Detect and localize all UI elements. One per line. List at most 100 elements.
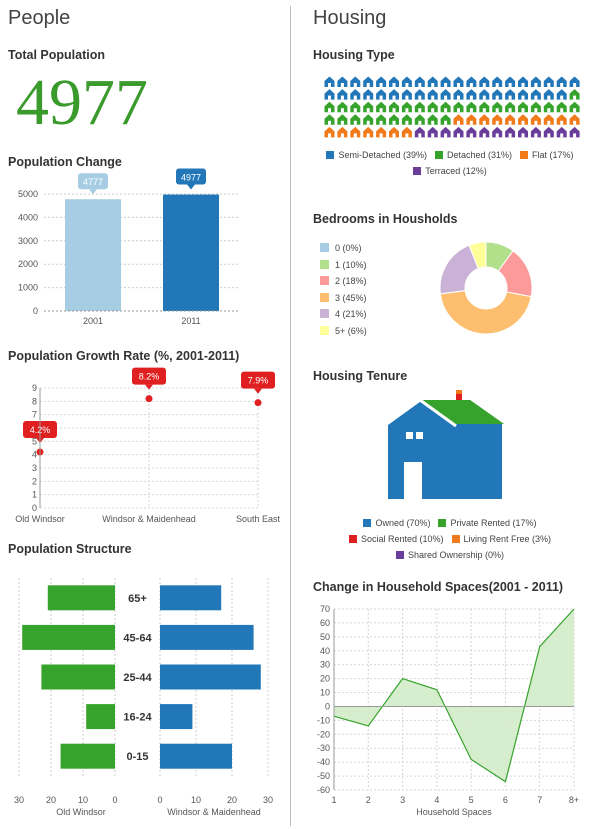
house-icon — [466, 114, 477, 125]
house-icon-door — [353, 108, 357, 113]
house-icon-shape — [401, 76, 412, 87]
house-icon — [324, 89, 335, 100]
house-icon — [427, 76, 438, 87]
house-icon-door — [508, 108, 512, 113]
house-icon — [453, 89, 464, 100]
house-icon — [479, 89, 490, 100]
house-icon — [363, 89, 374, 100]
house-icon — [414, 101, 425, 113]
house-icon-shape — [492, 101, 503, 113]
legend-label: 1 (10%) — [335, 259, 367, 270]
left-tick-label: 20 — [46, 795, 56, 805]
house-icon-door — [534, 133, 538, 138]
house-icon-door — [418, 133, 422, 138]
house-icon — [376, 101, 387, 113]
legend-item: 0 (0%) — [320, 240, 367, 257]
y-tick-label: 40 — [320, 646, 330, 656]
house-icon — [530, 114, 541, 125]
y-tick-label: 7 — [32, 410, 37, 420]
house-icon-shape — [492, 126, 503, 138]
y-tick-label: -40 — [317, 757, 330, 767]
house-icon-shape — [376, 76, 387, 87]
housing-type-legend: Semi-Detached (39%) Detached (31%) Flat (1… — [300, 147, 600, 179]
house-icon-shape — [376, 114, 387, 125]
population-structure-title: Population Structure — [8, 542, 132, 556]
right-bar — [160, 704, 193, 730]
house-icon-door — [366, 95, 370, 100]
left-bar — [86, 704, 115, 730]
house-icon-door — [482, 83, 486, 87]
house-icon — [530, 76, 541, 87]
y-tick-label: 2000 — [18, 259, 38, 269]
value-label: 8.2% — [139, 372, 160, 382]
legend-label: Owned (70%) — [375, 518, 431, 528]
house-icon — [453, 126, 464, 138]
house-icon — [363, 126, 374, 138]
x-tick-label: 2 — [366, 795, 371, 805]
house-icon — [543, 76, 554, 87]
legend-label: Terraced (12%) — [425, 166, 487, 176]
house-icon-shape — [440, 76, 451, 87]
house-icon-shape — [389, 114, 399, 125]
legend-label: 5+ (6%) — [335, 325, 367, 336]
house-icon-shape — [556, 76, 567, 87]
house-icon — [363, 114, 374, 125]
house-icon — [492, 114, 503, 125]
house-icon-door — [469, 83, 473, 87]
house-icon-shape — [337, 101, 348, 113]
house-icon-shape — [505, 126, 516, 138]
chimney-top — [456, 390, 462, 394]
house-icon-door — [340, 120, 344, 125]
house-icon-shape — [453, 126, 464, 138]
house-icon-door — [547, 83, 551, 87]
y-tick-label: -60 — [317, 785, 330, 795]
house-icon — [414, 89, 425, 100]
house-icon-shape — [376, 101, 387, 113]
value-label: 4977 — [181, 173, 201, 183]
house-icon-door — [405, 95, 409, 100]
left-bar — [41, 664, 115, 690]
house-icon — [569, 126, 580, 138]
housing-type-title: Housing Type — [313, 48, 395, 62]
house-icon-shape — [569, 114, 580, 125]
house-icon — [350, 114, 361, 125]
house-icon-door — [340, 83, 344, 87]
tenure-legend: Owned (70%) Private Rented (17%) Social Re… — [300, 515, 600, 563]
population-change-chart: 0 1000 2000 3000 4000 5000 4777 2001 4977 2011 — [18, 168, 240, 326]
house-icon-shape — [505, 89, 516, 100]
house-icon — [556, 101, 567, 113]
house-icon — [414, 76, 425, 87]
house-icon-door — [560, 95, 564, 100]
y-tick-label: 1000 — [18, 283, 38, 293]
population-structure-chart: 30 20 10 0 0 10 20 30 65+ 45-64 25-44 16-24 0-15 Old … — [14, 578, 273, 817]
house-icon-door — [328, 120, 331, 125]
right-tick-label: 30 — [263, 795, 273, 805]
house-icon-shape — [363, 126, 374, 138]
y-tick-label: 8 — [32, 396, 37, 406]
house-icon-door — [379, 95, 383, 100]
right-tick-label: 10 — [191, 795, 201, 805]
house-window — [416, 432, 423, 439]
house-icon — [337, 76, 348, 87]
house-icon — [530, 126, 541, 138]
house-icon-door — [431, 133, 435, 138]
house-icon-shape — [543, 89, 554, 100]
house-icon — [466, 101, 477, 113]
house-icon — [401, 126, 412, 138]
y-tick-label: 3 — [32, 463, 37, 473]
house-icon-door — [482, 95, 486, 100]
house-icon — [518, 114, 528, 125]
x-tick-label: 2001 — [83, 316, 103, 326]
house-icon — [337, 126, 348, 138]
legend-label: Flat (17%) — [532, 150, 574, 160]
house-icon-door — [495, 83, 499, 87]
legend-item: 4 (21%) — [320, 306, 367, 323]
house-icon — [479, 76, 490, 87]
house-icon-door — [560, 120, 564, 125]
people-title: People — [8, 7, 71, 29]
house-icon-door — [521, 83, 525, 87]
house-icon — [453, 76, 464, 87]
house-icon — [427, 89, 438, 100]
house-icon-shape — [466, 101, 477, 113]
